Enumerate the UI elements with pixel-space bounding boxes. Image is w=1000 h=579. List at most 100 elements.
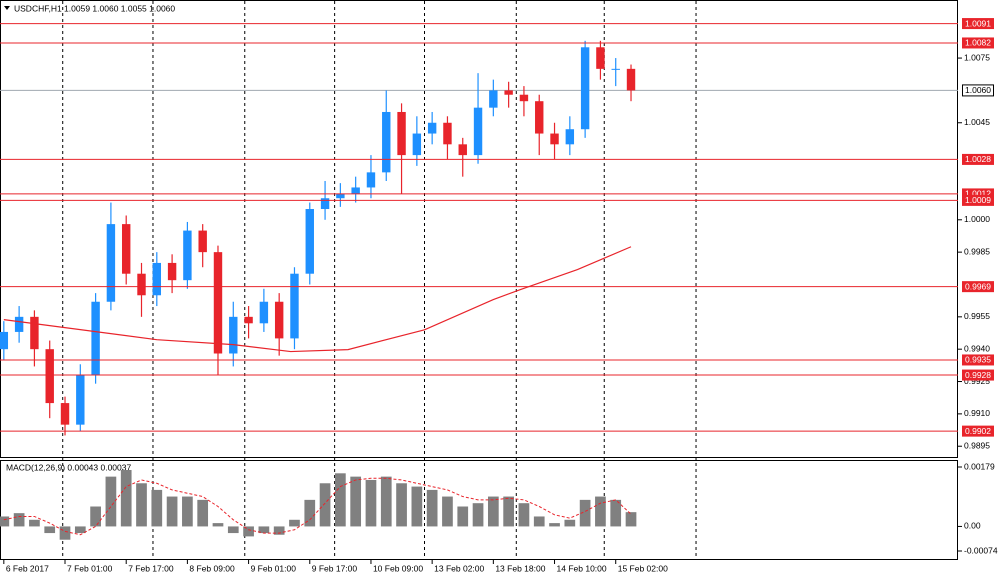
level-label: 0.9935 — [965, 355, 991, 365]
x-tick-label: 7 Feb 17:00 — [128, 563, 174, 573]
candle-body — [626, 68, 636, 91]
histogram-bar — [90, 506, 101, 527]
histogram-bar — [44, 526, 56, 534]
histogram-bar — [426, 489, 438, 527]
x-tick-label: 14 Feb 10:00 — [557, 563, 607, 573]
level-label: 0.9928 — [965, 370, 991, 380]
x-tick-label: 10 Feb 09:00 — [373, 563, 423, 573]
histogram-bar — [136, 483, 147, 527]
candle-body — [580, 47, 590, 130]
candle-body — [382, 111, 391, 173]
current-price-box — [962, 84, 994, 97]
y-tick-label: 1.0075 — [964, 52, 990, 62]
level-label-box — [962, 281, 994, 293]
histogram-bar — [151, 489, 163, 527]
candle-body — [259, 301, 269, 324]
candle-body — [489, 90, 498, 108]
histogram-bar — [487, 496, 499, 527]
level-label-box — [962, 188, 994, 200]
y-tick-label: 1.0000 — [964, 214, 990, 224]
histogram-bar — [396, 483, 407, 527]
histogram-bar — [503, 496, 514, 527]
y-tick-label: 0.00 — [964, 521, 981, 531]
level-label: 1.0091 — [965, 18, 991, 28]
histogram-bar — [457, 506, 469, 527]
candle-body — [290, 273, 299, 339]
histogram-bar — [227, 526, 239, 534]
x-tick-label: 13 Feb 02:00 — [434, 563, 484, 573]
histogram-bar — [59, 526, 71, 540]
histogram-bar — [472, 503, 484, 527]
histogram-bar — [304, 499, 316, 527]
y-tick-label: 0.9985 — [964, 246, 990, 256]
histogram-bar — [120, 469, 132, 527]
menu-arrow[interactable] — [4, 6, 10, 10]
candle-body — [305, 209, 314, 274]
histogram-bar — [258, 526, 270, 534]
chart-title: USDCHF,H1 1.0059 1.0060 1.0055 1.0060 — [14, 3, 175, 13]
histogram-bar — [350, 476, 362, 527]
y-tick-label: 0.00179 — [964, 461, 995, 471]
histogram-bar — [442, 496, 453, 527]
level-label-box — [962, 153, 994, 165]
level-label-box — [962, 354, 994, 366]
candle-body — [14, 316, 24, 332]
candle-body — [45, 349, 54, 404]
candle-body — [320, 198, 330, 210]
candle-body — [106, 224, 116, 302]
histogram-bar — [365, 479, 377, 527]
candle-body — [121, 224, 131, 274]
y-tick-label: 0.9895 — [964, 440, 990, 450]
candle-body — [30, 316, 39, 350]
histogram-bar — [273, 526, 285, 535]
candle-body — [76, 375, 85, 425]
histogram-bar — [319, 483, 331, 527]
histogram-bar — [182, 496, 193, 527]
candle-body — [137, 273, 146, 296]
candle-body — [336, 193, 345, 199]
histogram-bar — [74, 526, 86, 534]
y-tick-label: 0.9910 — [964, 408, 990, 418]
level-label: 1.0012 — [965, 189, 991, 199]
candle-body — [0, 331, 9, 350]
level-label-box — [962, 194, 994, 206]
candle-body — [443, 122, 452, 145]
histogram-bar — [197, 499, 209, 527]
y-tick-label: 0.9940 — [964, 343, 990, 353]
x-tick-label: 8 Feb 09:00 — [189, 563, 235, 573]
histogram-bar — [625, 512, 637, 527]
current-price-label: 1.0060 — [965, 85, 991, 95]
histogram-bar — [564, 519, 576, 527]
histogram-bar — [518, 503, 530, 527]
histogram-bar — [0, 516, 10, 527]
candle-body — [229, 316, 238, 354]
candle-body — [427, 122, 437, 134]
histogram-bar — [212, 523, 224, 527]
candle-body — [565, 129, 575, 145]
histogram-bar — [289, 519, 300, 527]
candle-body — [504, 90, 513, 95]
candle-body — [274, 301, 284, 339]
moving-average — [3, 246, 632, 353]
candle-body — [91, 301, 100, 376]
candle-body — [198, 230, 207, 253]
histogram-bar — [549, 523, 560, 527]
histogram-bar — [13, 513, 25, 527]
candle-body — [550, 133, 559, 145]
x-tick-label: 6 Feb 2017 — [6, 563, 49, 573]
level-label: 0.9969 — [965, 281, 991, 291]
candle-body — [611, 68, 620, 70]
candle-body — [596, 47, 605, 69]
level-label-box — [962, 425, 994, 437]
histogram-bar — [579, 499, 591, 527]
macd-title: MACD(12,26,9) 0.00043 0.00037 — [6, 462, 131, 472]
macd-frame — [0, 460, 958, 560]
candle-body — [397, 111, 406, 156]
candle-body — [519, 94, 529, 102]
level-label: 1.0082 — [965, 38, 991, 48]
signal-line — [3, 477, 632, 536]
candle-body — [351, 187, 360, 194]
candle-body — [473, 107, 483, 156]
y-tick-label: 0.9925 — [964, 376, 990, 386]
